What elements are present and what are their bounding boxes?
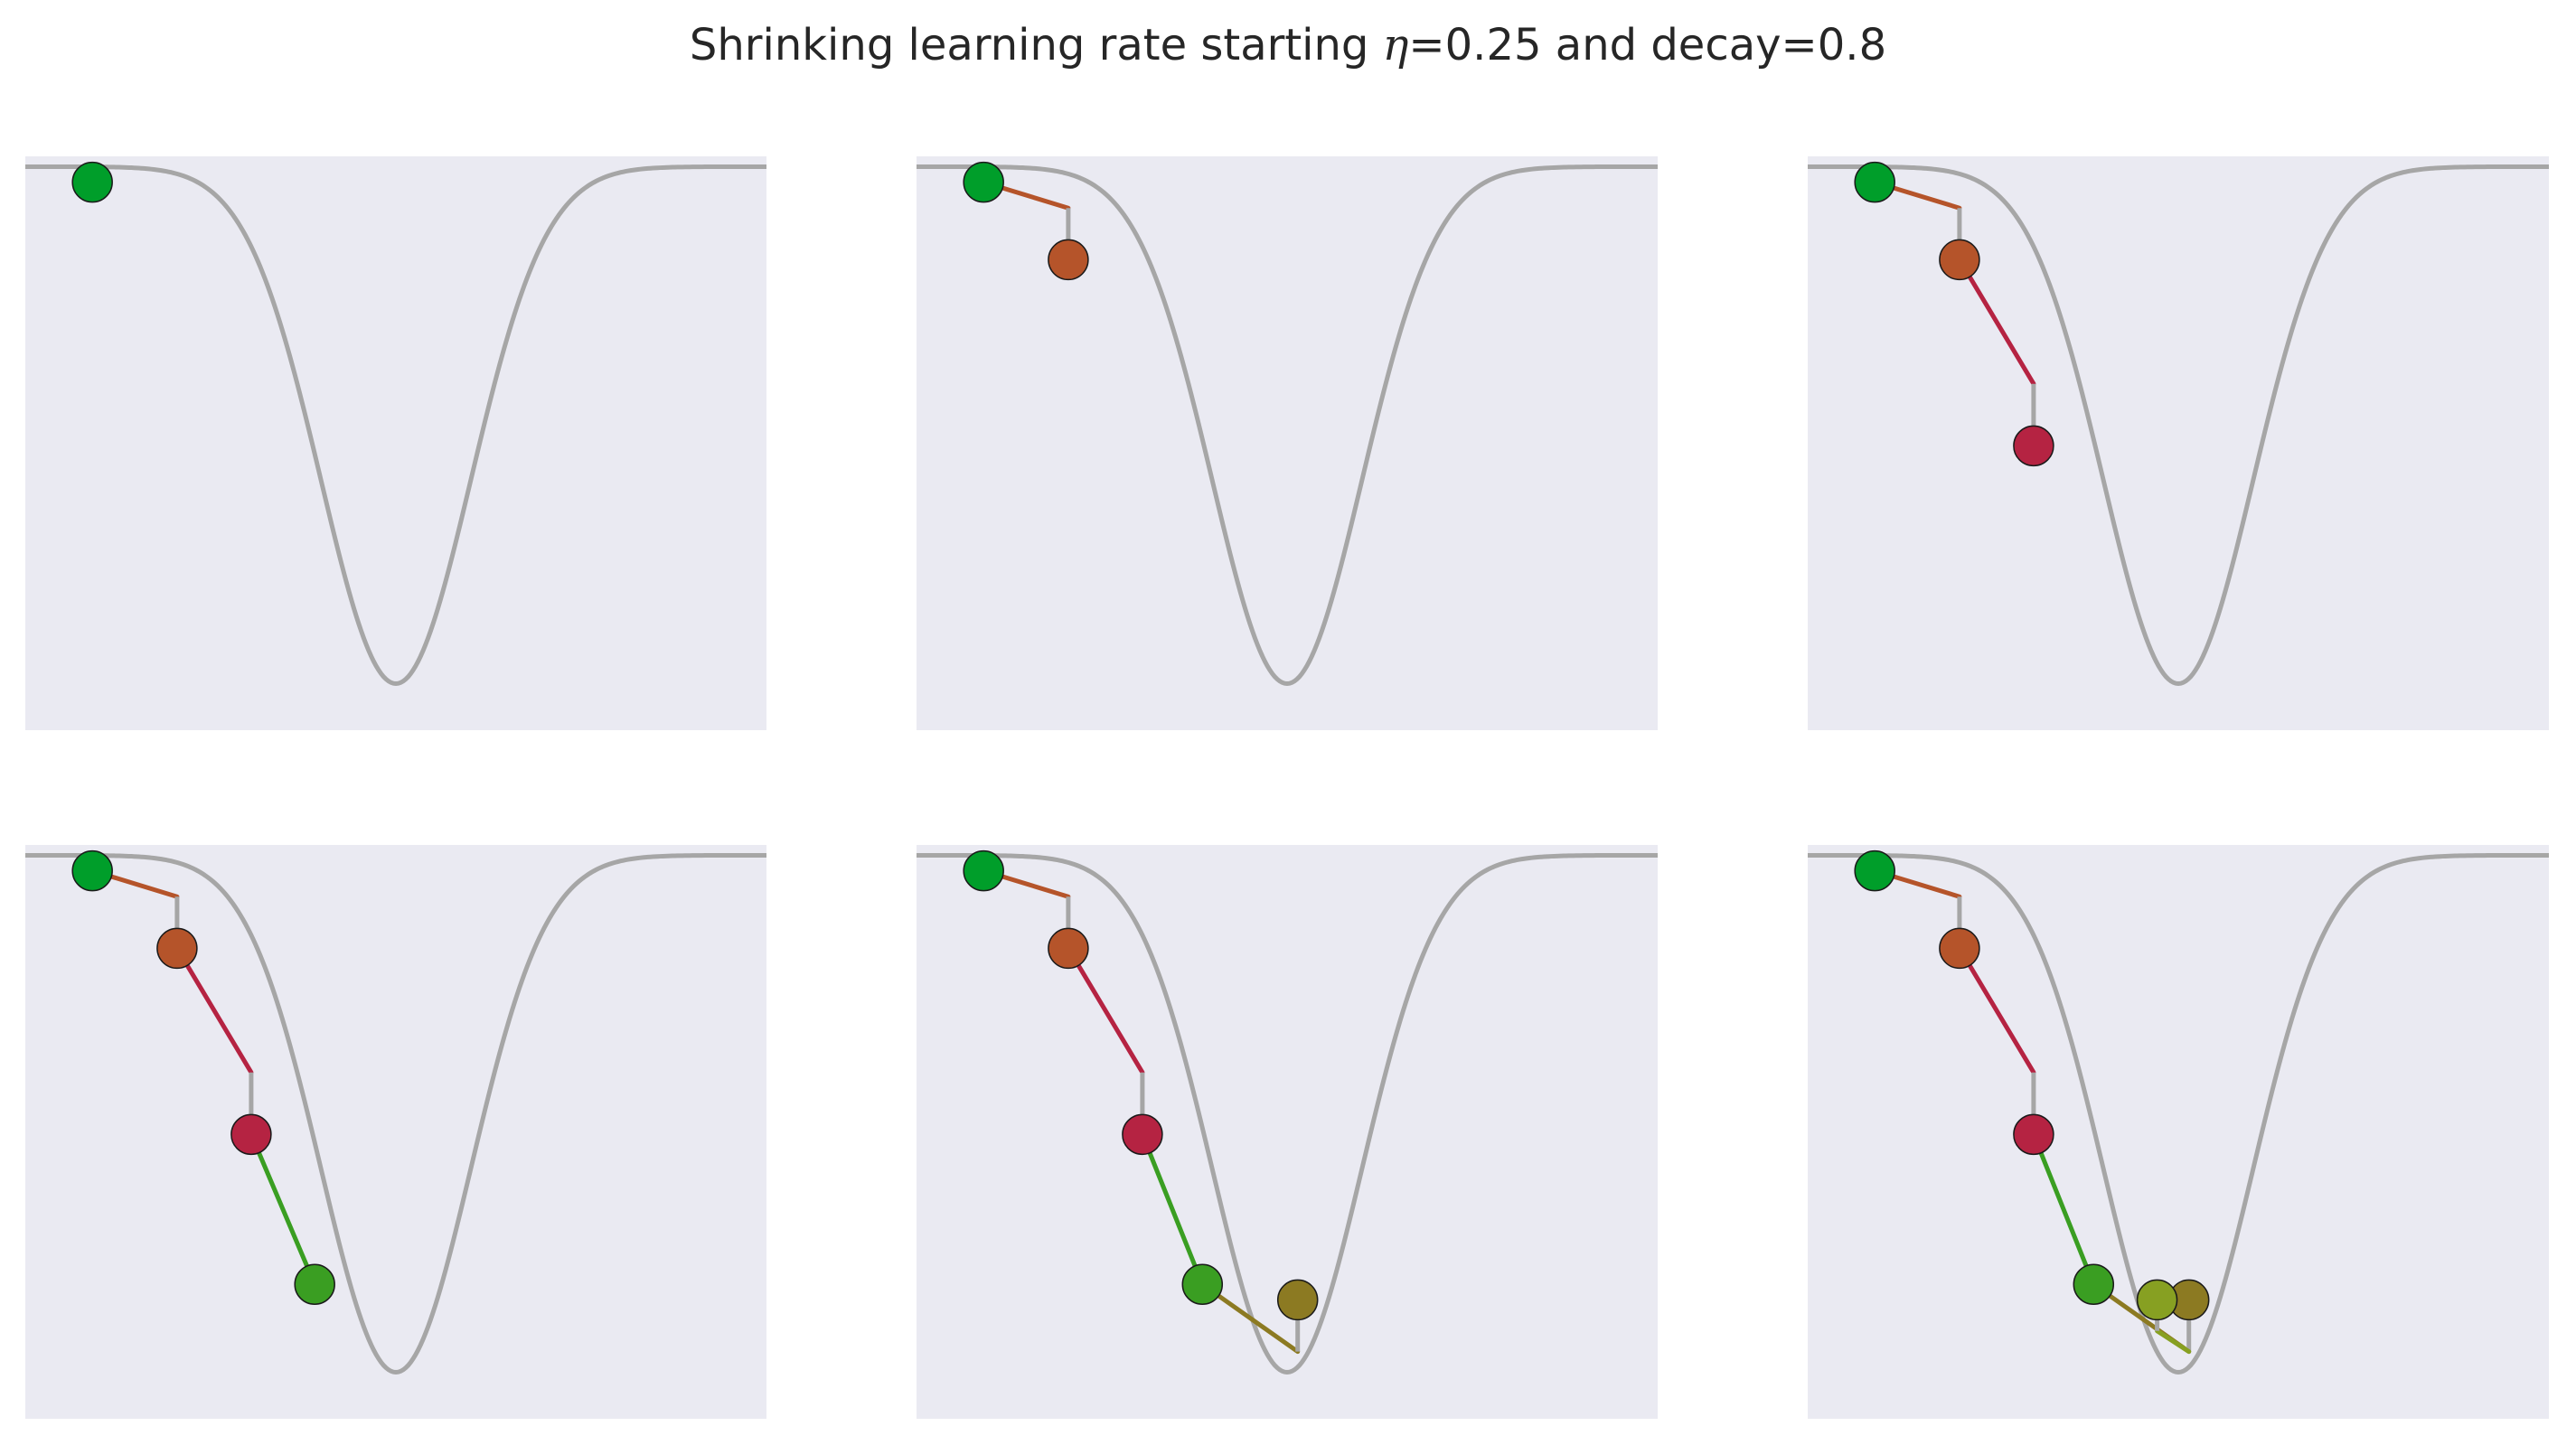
descent-point (1048, 927, 1089, 970)
gradient-step-line (1140, 1131, 1205, 1287)
gradient-step-line (1066, 945, 1145, 1075)
panel-background (917, 845, 1658, 1419)
loss-curve (1808, 164, 2549, 687)
panel-5 (917, 845, 1658, 1419)
descent-point (71, 849, 113, 892)
panel-3 (1808, 156, 2549, 730)
panel-background (1808, 156, 2549, 730)
gradient-step-line (2031, 1131, 2096, 1287)
figure-title: Shrinking learning rate starting η=0.25 … (0, 20, 2576, 70)
panel-4 (25, 845, 766, 1419)
title-prefix: Shrinking learning rate starting (689, 20, 1383, 70)
descent-point (2013, 1113, 2054, 1156)
descent-point (1854, 849, 1895, 892)
descent-point (71, 161, 113, 203)
gradient-step-line (2155, 1328, 2192, 1355)
descent-point (963, 161, 1004, 203)
descent-point (230, 1113, 272, 1156)
panel-6 (1808, 845, 2549, 1419)
panel-background (25, 156, 766, 730)
descent-point (1122, 1113, 1163, 1156)
descent-point (2136, 1279, 2178, 1321)
descent-point (1854, 161, 1895, 203)
title-suffix: =0.25 and decay=0.8 (1408, 20, 1887, 70)
descent-point (1181, 1263, 1224, 1306)
descent-point (156, 927, 198, 970)
gradient-step-line (1957, 945, 2036, 1075)
panel-background (25, 845, 766, 1419)
descent-point (1048, 239, 1089, 281)
loss-curve (1808, 852, 2549, 1375)
descent-point (294, 1263, 335, 1306)
descent-point (2073, 1263, 2115, 1306)
title-eta-symbol: η (1382, 20, 1409, 70)
loss-curve (917, 164, 1658, 687)
loss-curve (25, 852, 766, 1375)
panel-1 (25, 156, 766, 730)
gradient-step-line (174, 945, 254, 1075)
descent-point (2013, 425, 2054, 467)
descent-point (1276, 1279, 1319, 1321)
loss-curve (917, 852, 1658, 1375)
gradient-step-line (1957, 257, 2036, 387)
descent-point (1939, 239, 1980, 281)
panel-background (1808, 845, 2549, 1419)
panel-2 (917, 156, 1658, 730)
panel-background (917, 156, 1658, 730)
loss-curve (25, 164, 766, 687)
descent-point (963, 849, 1004, 892)
descent-point (1939, 927, 1980, 970)
gradient-step-line (249, 1131, 317, 1287)
